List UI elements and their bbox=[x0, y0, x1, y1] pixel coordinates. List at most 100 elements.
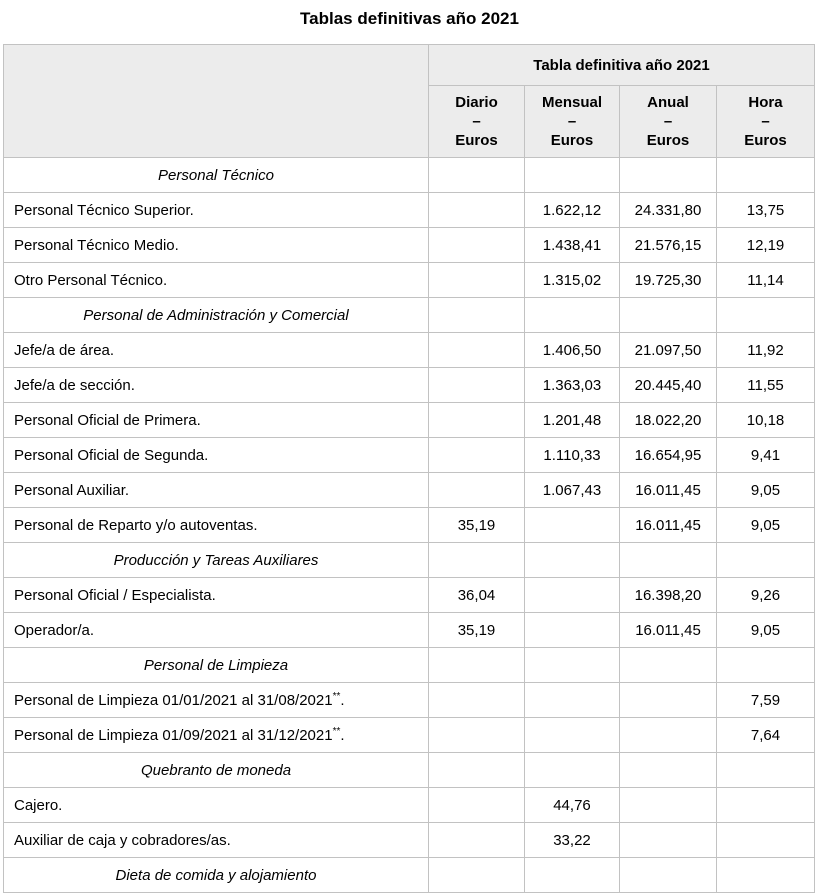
cell-diario bbox=[428, 297, 525, 333]
column-unit: Euros bbox=[550, 132, 594, 149]
cell-diario bbox=[428, 542, 525, 578]
cell-diario: 35,19 bbox=[428, 507, 525, 543]
wage-table: Tabla definitiva año 2021 Diario – Euros… bbox=[3, 44, 816, 893]
cell-hora: 10,18 bbox=[715, 402, 816, 438]
cell-hora: 11,92 bbox=[715, 332, 816, 368]
table-row: Personal Auxiliar. 1.067,43 16.011,45 9,05 bbox=[3, 472, 816, 508]
column-dash: – bbox=[663, 113, 673, 130]
row-label: Auxiliar de caja y cobradores/as. bbox=[3, 822, 429, 858]
cell-anual bbox=[619, 157, 717, 193]
footnote-marker: ** bbox=[332, 725, 341, 737]
cell-diario bbox=[428, 192, 525, 228]
section-label: Personal de Limpieza bbox=[3, 647, 429, 683]
cell-mensual: 1.201,48 bbox=[524, 402, 620, 438]
cell-anual bbox=[619, 682, 717, 718]
cell-diario bbox=[428, 682, 525, 718]
row-label: Personal de Limpieza 01/09/2021 al 31/12… bbox=[3, 717, 429, 753]
cell-anual bbox=[619, 717, 717, 753]
section-label: Producción y Tareas Auxiliares bbox=[3, 542, 429, 578]
cell-anual bbox=[619, 787, 717, 823]
column-header-mensual: Mensual – Euros bbox=[524, 85, 620, 158]
table-row: Cajero. 44,76 bbox=[3, 787, 816, 823]
cell-mensual bbox=[524, 297, 620, 333]
cell-anual: 16.011,45 bbox=[619, 612, 717, 648]
cell-diario bbox=[428, 472, 525, 508]
row-label: Personal Oficial de Primera. bbox=[3, 402, 429, 438]
column-name: Hora bbox=[748, 94, 783, 111]
cell-diario bbox=[428, 647, 525, 683]
cell-anual bbox=[619, 857, 717, 893]
table-row: Jefe/a de área. 1.406,50 21.097,50 11,92 bbox=[3, 332, 816, 368]
cell-diario bbox=[428, 857, 525, 893]
row-label: Jefe/a de sección. bbox=[3, 367, 429, 403]
cell-mensual: 1.067,43 bbox=[524, 472, 620, 508]
cell-hora: 12,19 bbox=[715, 227, 816, 263]
table-row: Otro Personal Técnico. 1.315,02 19.725,30 1… bbox=[3, 262, 816, 298]
cell-hora: 11,14 bbox=[715, 262, 816, 298]
cell-hora bbox=[715, 157, 816, 193]
section-label: Personal Técnico bbox=[3, 157, 429, 193]
row-label: Personal Oficial de Segunda. bbox=[3, 437, 429, 473]
cell-mensual bbox=[524, 857, 620, 893]
section-row: Dieta de comida y alojamiento bbox=[3, 857, 816, 893]
cell-hora bbox=[715, 542, 816, 578]
section-row: Personal de Limpieza bbox=[3, 647, 816, 683]
cell-anual: 24.331,80 bbox=[619, 192, 717, 228]
section-label: Personal de Administración y Comercial bbox=[3, 297, 429, 333]
cell-hora: 13,75 bbox=[715, 192, 816, 228]
cell-hora: 9,05 bbox=[715, 612, 816, 648]
row-label: Personal Auxiliar. bbox=[3, 472, 429, 508]
cell-diario bbox=[428, 752, 525, 788]
table-header: Tabla definitiva año 2021 Diario – Euros… bbox=[3, 44, 816, 158]
cell-anual: 16.654,95 bbox=[619, 437, 717, 473]
cell-hora bbox=[715, 857, 816, 893]
cell-mensual: 1.622,12 bbox=[524, 192, 620, 228]
table-row: Personal Técnico Superior. 1.622,12 24.331… bbox=[3, 192, 816, 228]
cell-diario bbox=[428, 717, 525, 753]
cell-diario bbox=[428, 822, 525, 858]
cell-mensual bbox=[524, 752, 620, 788]
cell-diario bbox=[428, 787, 525, 823]
row-label: Personal de Limpieza 01/01/2021 al 31/08… bbox=[3, 682, 429, 718]
cell-anual: 16.011,45 bbox=[619, 507, 717, 543]
cell-mensual bbox=[524, 717, 620, 753]
column-name: Mensual bbox=[541, 94, 602, 111]
cell-diario: 36,04 bbox=[428, 577, 525, 613]
section-row: Producción y Tareas Auxiliares bbox=[3, 542, 816, 578]
table-row: Personal de Limpieza 01/09/2021 al 31/12… bbox=[3, 717, 816, 753]
row-label: Jefe/a de área. bbox=[3, 332, 429, 368]
cell-diario bbox=[428, 332, 525, 368]
row-label: Personal Técnico Superior. bbox=[3, 192, 429, 228]
cell-mensual bbox=[524, 157, 620, 193]
cell-diario bbox=[428, 157, 525, 193]
table-row: Personal Oficial de Segunda. 1.110,33 16.6… bbox=[3, 437, 816, 473]
cell-mensual bbox=[524, 647, 620, 683]
cell-anual: 19.725,30 bbox=[619, 262, 717, 298]
cell-mensual bbox=[524, 682, 620, 718]
cell-diario bbox=[428, 402, 525, 438]
cell-mensual: 1.406,50 bbox=[524, 332, 620, 368]
column-header-row: Diario – Euros Mensual – Euros Anual – E… bbox=[4, 85, 816, 158]
row-label: Operador/a. bbox=[3, 612, 429, 648]
cell-hora bbox=[715, 787, 816, 823]
column-header-diario: Diario – Euros bbox=[428, 85, 525, 158]
table-row: Jefe/a de sección. 1.363,03 20.445,40 11,55 bbox=[3, 367, 816, 403]
cell-mensual bbox=[524, 577, 620, 613]
section-row: Personal de Administración y Comercial bbox=[3, 297, 816, 333]
table-body: Personal Técnico Personal Técnico Superio… bbox=[3, 157, 816, 893]
row-label: Personal de Reparto y/o autoventas. bbox=[3, 507, 429, 543]
section-label: Dieta de comida y alojamiento bbox=[3, 857, 429, 893]
cell-mensual: 1.363,03 bbox=[524, 367, 620, 403]
group-header: Tabla definitiva año 2021 bbox=[427, 44, 816, 86]
cell-diario bbox=[428, 437, 525, 473]
corner-cell bbox=[3, 44, 429, 158]
cell-hora: 9,05 bbox=[715, 507, 816, 543]
cell-hora bbox=[715, 647, 816, 683]
cell-anual: 16.011,45 bbox=[619, 472, 717, 508]
cell-hora: 11,55 bbox=[715, 367, 816, 403]
table-row: Personal Técnico Medio. 1.438,41 21.576,15… bbox=[3, 227, 816, 263]
row-label: Personal Técnico Medio. bbox=[3, 227, 429, 263]
cell-anual: 21.097,50 bbox=[619, 332, 717, 368]
cell-hora: 9,05 bbox=[715, 472, 816, 508]
cell-hora bbox=[715, 297, 816, 333]
